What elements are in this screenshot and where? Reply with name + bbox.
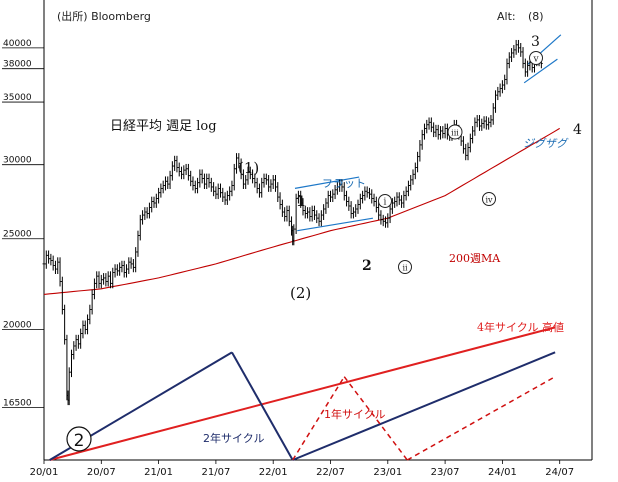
flat-label: フラット (322, 177, 366, 190)
y-tick-label: 38000 (3, 60, 32, 70)
wave-2-label: 2 (362, 258, 372, 274)
wave-ii-marker: ii (398, 260, 412, 274)
cycle4_red-line (49, 326, 556, 461)
flat_lower-line (297, 217, 374, 232)
wave-4-label: 4 (573, 122, 582, 138)
x-tick-label: 22/07 (316, 467, 345, 478)
y-tick-label: 25000 (3, 230, 32, 240)
wave-2-paren-label: (2) (290, 284, 311, 302)
y-tick-label: 16500 (3, 399, 32, 409)
cycle2_peak_down-line (231, 351, 294, 461)
wave-iv-marker: iv (482, 192, 496, 206)
wave-iii-label: iii (451, 129, 459, 138)
four-year-high-label: 4年サイクル 高値 (477, 320, 564, 334)
y-tick-label: 40000 (3, 39, 32, 49)
alt-value: (8) (528, 10, 544, 23)
source-label: (出所) Bloomberg (57, 9, 151, 23)
x-tick-label: 23/01 (373, 467, 402, 478)
wave-ii-circle (398, 260, 412, 274)
wave-iii-circle (447, 124, 463, 140)
x-tick-label: 24/07 (545, 467, 574, 478)
chart-title: 日経平均 週足 log (110, 119, 217, 134)
y-tick-label: 30000 (3, 156, 32, 166)
cycle-lines-layer (49, 34, 562, 461)
wave-iii-marker: iii (447, 124, 463, 140)
x-tick-label: 22/01 (259, 467, 288, 478)
wave-v-label: v (532, 55, 539, 65)
wave-iv-label: iv (485, 196, 493, 205)
wave-1-label: 1 (296, 194, 306, 210)
wave-ii-label: ii (402, 264, 408, 273)
cycle1_a-line (292, 376, 345, 461)
ma-200w-line (43, 127, 560, 295)
x-tick-label: 23/07 (431, 467, 460, 478)
zigzag-label: ジグザグ (523, 137, 569, 150)
wave-iv-circle (482, 192, 496, 206)
cycle1_c-line (406, 376, 556, 461)
ma-layer (43, 127, 560, 295)
circle-2-ring (66, 426, 92, 452)
x-tick-label: 24/01 (488, 467, 517, 478)
y-tick-label: 35000 (3, 93, 32, 103)
one-year-cycle-label: 1年サイクル (324, 407, 385, 421)
wave-i-label: i (384, 198, 387, 208)
wave-i-circle (378, 194, 392, 208)
alt-label: Alt: (497, 10, 516, 23)
cycle2_next_up-line (292, 351, 556, 461)
ma-label: 200週MA (449, 252, 501, 265)
y-tick-label: 20000 (3, 320, 32, 330)
wave-i-marker: i (378, 194, 392, 208)
price-layer (42, 39, 543, 406)
chart-axes: 16500 20000 25000 30000 35000 38000 40000 20/01… (2, 0, 593, 478)
zigzag_lower-line (523, 58, 558, 84)
two-year-cycle-label: 2年サイクル (203, 431, 264, 445)
x-tick-label: 20/01 (30, 467, 59, 478)
circle-2-label: 2 (74, 431, 85, 451)
wave-v-circle (529, 51, 543, 65)
wave-v-marker: v (529, 51, 543, 65)
x-tick-label: 21/07 (201, 467, 230, 478)
circle-2-marker: 2 (66, 426, 92, 452)
wave-3-label: 3 (531, 34, 540, 50)
x-tick-label: 21/01 (144, 467, 173, 478)
flat_upper-line (294, 176, 360, 189)
x-tick-label: 20/07 (87, 467, 116, 478)
wave-1-paren-label: (1) (238, 159, 259, 177)
